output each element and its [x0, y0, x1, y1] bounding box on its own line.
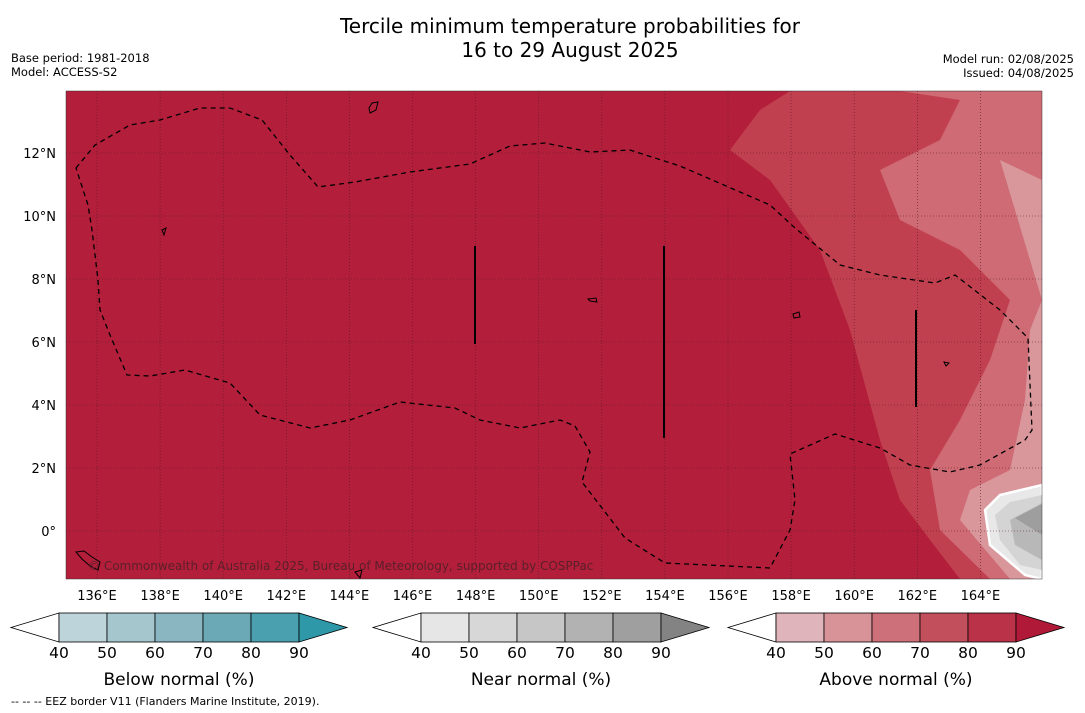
near-70-zone — [1015, 504, 1042, 535]
y-axis-ticks: 12°N 10°N 8°N 6°N 4°N 2°N 0° — [23, 147, 56, 540]
model-run: Model run: 02/08/2025 — [942, 52, 1074, 66]
y-tick-label: 8°N — [32, 273, 57, 288]
colorbar-max-extend — [660, 612, 711, 643]
colorbar-min-extend — [9, 612, 60, 643]
island-mark — [354, 569, 363, 579]
colorbar-segment — [612, 612, 662, 643]
colorbar-tick-label: 60 — [145, 644, 165, 662]
island-mark — [161, 227, 167, 237]
colorbar-segment — [564, 612, 614, 643]
colorbar-tick-label: 70 — [193, 644, 213, 662]
colorbar-tick-label: 80 — [958, 644, 978, 662]
x-tick-label: 164°E — [961, 589, 1001, 604]
x-tick-label: 150°E — [519, 589, 559, 604]
map-frame — [65, 90, 1043, 580]
vertical-markers — [474, 246, 917, 438]
title-line1: Tercile minimum temperature probabilitie… — [339, 14, 801, 38]
above-60-zone — [880, 91, 1042, 579]
y-tick-label: 4°N — [32, 399, 57, 414]
x-tick-label: 144°E — [330, 589, 370, 604]
colorbar-tick-label: 50 — [459, 644, 479, 662]
colorbar-tick-label: 70 — [910, 644, 930, 662]
issued-date: Issued: 04/08/2025 — [963, 66, 1074, 80]
x-tick-label: 152°E — [582, 589, 622, 604]
colorbar-tick-label: 50 — [97, 644, 117, 662]
colorbar-segment — [967, 612, 1017, 643]
colorbar-tick-label: 70 — [555, 644, 575, 662]
colorbar-max-extend — [1015, 612, 1066, 643]
colorbar-title: Below normal (%) — [104, 670, 255, 690]
colorbar-segment — [154, 612, 204, 643]
colorbar-segment — [919, 612, 969, 643]
above-50-zone — [960, 160, 1042, 579]
x-axis-ticks: 136°E 138°E 140°E 142°E 144°E 146°E 148°E 150°E… — [77, 589, 1000, 604]
colorbar-tick-label: 60 — [862, 644, 882, 662]
colorbar-segment — [516, 612, 566, 643]
colorbar-min-extend — [371, 612, 422, 643]
x-tick-label: 142°E — [267, 589, 307, 604]
colorbar-tick-label: 60 — [507, 644, 527, 662]
x-tick-label: 162°E — [898, 589, 938, 604]
colorbar-title: Near normal (%) — [471, 670, 611, 690]
colorbar-segment — [823, 612, 873, 643]
colorbar-tick-label: 40 — [49, 644, 69, 662]
x-tick-label: 158°E — [771, 589, 811, 604]
colorbar-tick-label: 40 — [766, 644, 786, 662]
island-mark — [586, 297, 598, 303]
colorbar-1: 40 50 60 70 80 90 Below normal (%) — [9, 612, 349, 690]
colorbar-title: Above normal (%) — [819, 670, 972, 690]
x-tick-label: 154°E — [645, 589, 685, 604]
colorbar-segment — [468, 612, 518, 643]
x-tick-label: 148°E — [456, 589, 496, 604]
colorbar-tick-label: 90 — [1006, 644, 1026, 662]
colorbar-segment — [202, 612, 252, 643]
colorbar-tick-label: 40 — [411, 644, 431, 662]
title-line2: 16 to 29 August 2025 — [461, 38, 679, 62]
copyright-text: © Commonwealth of Australia 2025, Bureau… — [88, 559, 593, 573]
y-tick-label: 12°N — [23, 147, 56, 162]
colorbar-segment — [420, 612, 470, 643]
colorbar-max-extend — [298, 612, 349, 643]
x-tick-label: 160°E — [834, 589, 874, 604]
x-tick-label: 136°E — [77, 589, 117, 604]
y-tick-label: 0° — [41, 525, 56, 540]
model-info: Base period: 1981-2018 Model: ACCESS-S2 — [11, 51, 150, 79]
islands — [75, 101, 951, 579]
x-tick-label: 146°E — [393, 589, 433, 604]
colorbar-tick-label: 50 — [814, 644, 834, 662]
y-tick-label: 6°N — [32, 336, 57, 351]
island-mark — [75, 550, 101, 571]
colorbar-3: 40 50 60 70 80 90 Above normal (%) — [726, 612, 1066, 690]
eez-border — [75, 107, 1033, 569]
colorbar-min-extend — [726, 612, 777, 643]
x-tick-label: 140°E — [203, 589, 243, 604]
page-title: Tercile minimum temperature probabilitie… — [0, 14, 1085, 62]
island-mark — [943, 361, 951, 367]
colorbar-legends: 40 50 60 70 80 90 Below normal (%) 40 50 60 70 80 90… — [9, 612, 1066, 690]
colorbar-tick-label: 80 — [241, 644, 261, 662]
colorbar-tick-label: 80 — [603, 644, 623, 662]
island-mark — [792, 311, 801, 319]
y-tick-label: 10°N — [23, 210, 56, 225]
colorbar-tick-label: 90 — [289, 644, 309, 662]
colorbar-segment — [250, 612, 300, 643]
colorbar-2: 40 50 60 70 80 90 Near normal (%) — [371, 612, 711, 690]
model-name: Model: ACCESS-S2 — [11, 65, 118, 79]
eez-footnote: -- -- -- EEZ border V11 (Flanders Marine… — [11, 695, 320, 708]
x-tick-label: 138°E — [140, 589, 180, 604]
colorbar-tick-label: 90 — [651, 644, 671, 662]
run-info: Model run: 02/08/2025 Issued: 04/08/2025 — [943, 52, 1074, 80]
island-mark — [368, 101, 379, 114]
map-area[interactable]: © Commonwealth of Australia 2025, Bureau… — [66, 91, 1042, 579]
colorbar-segment — [871, 612, 921, 643]
colorbar-segment — [775, 612, 825, 643]
y-tick-label: 2°N — [32, 462, 57, 477]
colorbar-segment — [58, 612, 108, 643]
base-period: Base period: 1981-2018 — [11, 51, 150, 65]
colorbar-segment — [106, 612, 156, 643]
x-tick-label: 156°E — [708, 589, 748, 604]
